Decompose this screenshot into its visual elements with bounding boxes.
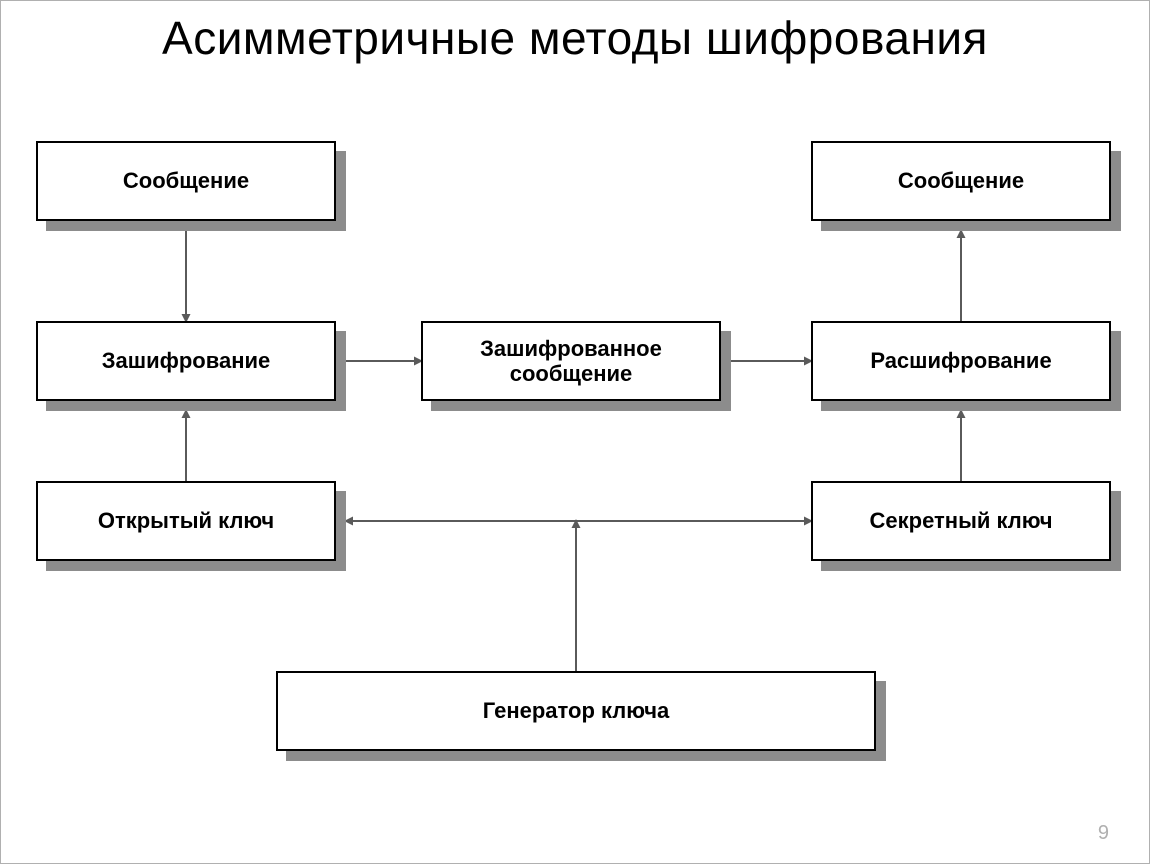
node-label: Расшифрование xyxy=(870,348,1051,373)
node-box: Сообщение xyxy=(36,141,336,221)
node-label: Секретный ключ xyxy=(870,508,1053,533)
node-cipher: Зашифрованное сообщение xyxy=(421,321,731,411)
node-label: Открытый ключ xyxy=(98,508,274,533)
node-keygen: Генератор ключа xyxy=(276,671,886,761)
node-box: Расшифрование xyxy=(811,321,1111,401)
node-label: Сообщение xyxy=(123,168,249,193)
node-box: Генератор ключа xyxy=(276,671,876,751)
node-box: Секретный ключ xyxy=(811,481,1111,561)
node-label: Зашифрование xyxy=(102,348,271,373)
node-label: Генератор ключа xyxy=(483,698,669,723)
node-decrypt: Расшифрование xyxy=(811,321,1121,411)
page-number: 9 xyxy=(1098,822,1109,845)
node-encrypt: Зашифрование xyxy=(36,321,346,411)
node-box: Зашифрование xyxy=(36,321,336,401)
node-seckey: Секретный ключ xyxy=(811,481,1121,571)
node-msg-out: Сообщение xyxy=(811,141,1121,231)
slide: Асимметричные методы шифрования Сообщени… xyxy=(0,0,1150,864)
node-msg-in: Сообщение xyxy=(36,141,346,231)
node-pubkey: Открытый ключ xyxy=(36,481,346,571)
node-box: Сообщение xyxy=(811,141,1111,221)
node-box: Зашифрованное сообщение xyxy=(421,321,721,401)
node-box: Открытый ключ xyxy=(36,481,336,561)
node-label: Зашифрованное сообщение xyxy=(429,336,713,387)
node-label: Сообщение xyxy=(898,168,1024,193)
slide-title: Асимметричные методы шифрования xyxy=(1,11,1149,65)
